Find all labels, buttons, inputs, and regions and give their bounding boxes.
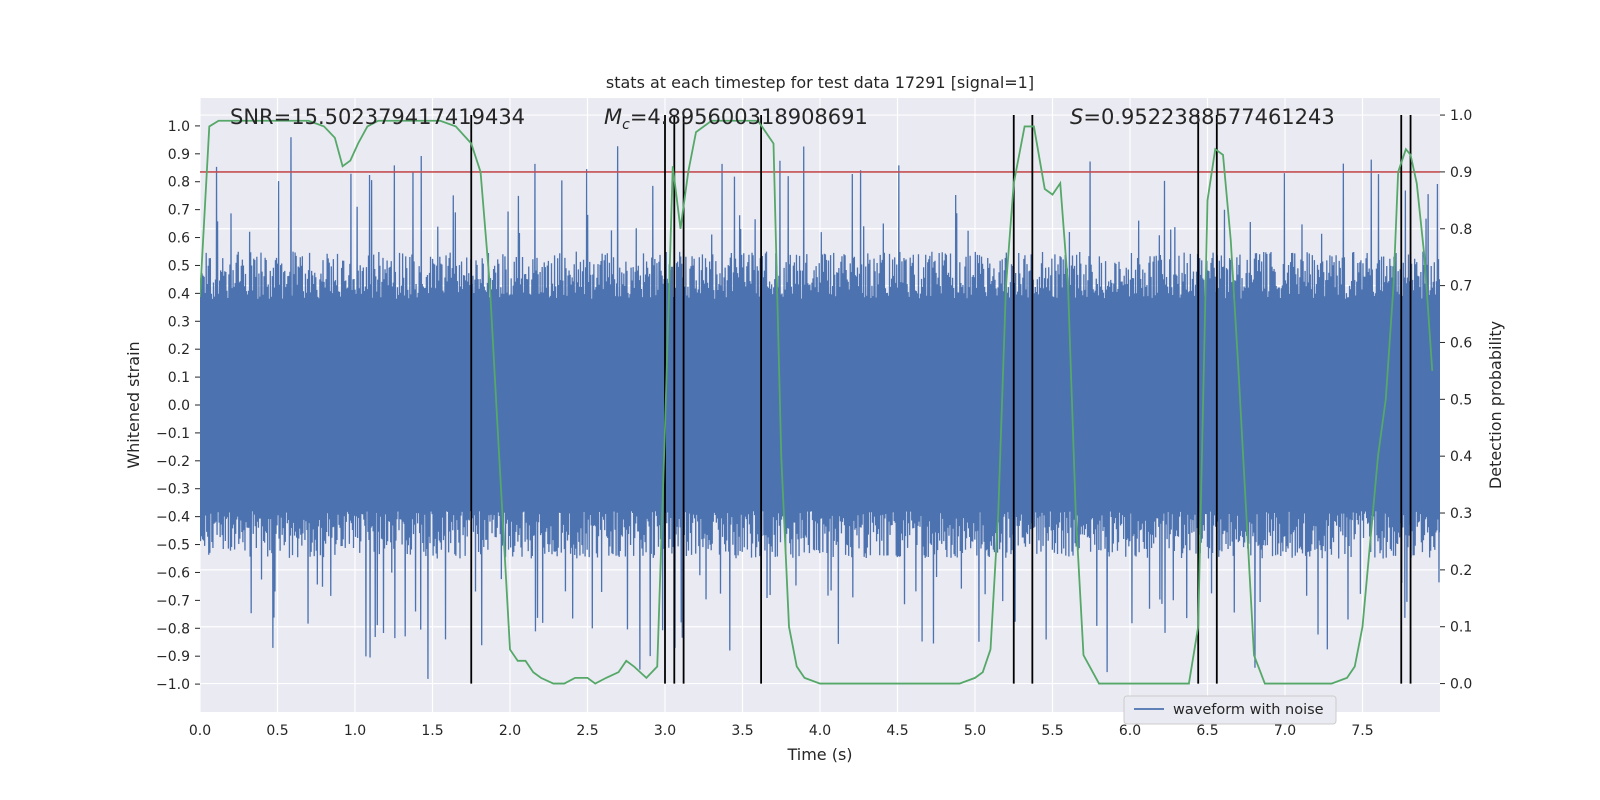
s-annotation: S=0.9522388577461243 bbox=[1070, 105, 1335, 129]
x-tick-label: 6.0 bbox=[1119, 723, 1141, 739]
right-y-tick-label: 0.0 bbox=[1450, 677, 1472, 693]
x-tick-label: 5.5 bbox=[1041, 723, 1063, 739]
left-y-tick-label: −0.8 bbox=[156, 621, 190, 637]
right-y-tick-label: 0.4 bbox=[1450, 449, 1472, 465]
left-y-tick-label: 0.0 bbox=[168, 398, 190, 414]
right-y-tick-label: 0.3 bbox=[1450, 506, 1472, 522]
left-y-tick-label: 0.8 bbox=[168, 175, 190, 191]
x-tick-label: 2.5 bbox=[576, 723, 598, 739]
x-tick-label: 0.0 bbox=[189, 723, 211, 739]
left-y-tick-label: 0.7 bbox=[168, 203, 190, 219]
right-y-axis-ticks: 1.0 0.9 0.8 0.7 0.6 0.5 0.4 0.3 0.2 0.1 0.0 bbox=[1440, 108, 1472, 693]
right-y-tick-label: 0.6 bbox=[1450, 335, 1472, 351]
left-y-tick-label: −0.5 bbox=[156, 538, 190, 554]
left-y-tick-label: 0.9 bbox=[168, 147, 190, 163]
x-axis-label: Time (s) bbox=[786, 745, 852, 764]
chirp-mass-subscript: c bbox=[622, 117, 630, 133]
left-y-tick-label: 1.0 bbox=[168, 119, 190, 135]
probability-series bbox=[200, 119, 1434, 685]
x-tick-label: 7.0 bbox=[1274, 723, 1296, 739]
left-y-axis-ticks: 1.0 0.9 0.8 0.7 0.6 0.5 0.4 0.3 0.2 0.1 0.0 −0.1 −0.… bbox=[156, 119, 200, 693]
left-y-tick-label: −0.3 bbox=[156, 482, 190, 498]
left-y-tick-label: −1.0 bbox=[156, 677, 190, 693]
x-tick-label: 0.5 bbox=[266, 723, 288, 739]
right-y-tick-label: 0.5 bbox=[1450, 392, 1472, 408]
legend-entry-waveform: waveform with noise bbox=[1173, 702, 1324, 718]
waveform-line bbox=[200, 137, 1440, 679]
legend: waveform with noise bbox=[1123, 695, 1337, 725]
left-y-tick-label: 0.6 bbox=[168, 231, 190, 247]
left-y-tick-label: −0.7 bbox=[156, 593, 190, 609]
x-tick-label: 6.5 bbox=[1196, 723, 1218, 739]
left-y-axis-label: Whitened strain bbox=[124, 341, 143, 468]
left-y-tick-label: −0.2 bbox=[156, 454, 190, 470]
left-y-tick-label: 0.3 bbox=[168, 314, 190, 330]
left-y-tick-label: 0.2 bbox=[168, 342, 190, 358]
x-tick-label: 4.0 bbox=[809, 723, 831, 739]
left-y-tick-label: −0.1 bbox=[156, 426, 190, 442]
left-y-tick-label: −0.9 bbox=[156, 649, 190, 665]
s-symbol: S bbox=[1070, 105, 1083, 129]
x-tick-label: 7.5 bbox=[1351, 723, 1373, 739]
snr-annotation: SNR=15.502379417419434 bbox=[230, 105, 525, 129]
left-y-tick-label: −0.6 bbox=[156, 565, 190, 581]
right-y-axis-label: Detection probability bbox=[1486, 321, 1505, 489]
chirp-mass-symbol: M bbox=[604, 105, 622, 129]
chirp-mass-value: =4.895600318908691 bbox=[630, 105, 868, 129]
right-y-tick-label: 0.1 bbox=[1450, 620, 1472, 636]
x-tick-label: 2.0 bbox=[499, 723, 521, 739]
left-y-tick-label: 0.4 bbox=[168, 286, 190, 302]
left-y-tick-label: 0.5 bbox=[168, 258, 190, 274]
x-tick-label: 1.5 bbox=[421, 723, 443, 739]
chart-title: stats at each timestep for test data 172… bbox=[606, 73, 1034, 92]
x-tick-label: 4.5 bbox=[886, 723, 908, 739]
right-y-tick-label: 0.8 bbox=[1450, 222, 1472, 238]
x-tick-label: 1.0 bbox=[344, 723, 366, 739]
x-tick-label: 5.0 bbox=[964, 723, 986, 739]
chirp-mass-annotation: Mc=4.895600318908691 bbox=[604, 105, 868, 133]
x-axis-ticks: 0.0 0.5 1.0 1.5 2.0 2.5 3.0 3.5 4.0 4.5 5.0 5.5 6.0 6… bbox=[189, 723, 1374, 739]
right-y-tick-label: 1.0 bbox=[1450, 108, 1472, 124]
right-y-tick-label: 0.9 bbox=[1450, 165, 1472, 181]
x-tick-label: 3.5 bbox=[731, 723, 753, 739]
s-value: =0.9522388577461243 bbox=[1083, 105, 1334, 129]
right-y-tick-label: 0.7 bbox=[1450, 279, 1472, 295]
probability-line bbox=[200, 119, 1434, 685]
x-tick-label: 3.0 bbox=[654, 723, 676, 739]
waveform-series bbox=[200, 137, 1440, 679]
left-y-tick-label: 0.1 bbox=[168, 370, 190, 386]
left-y-tick-label: −0.4 bbox=[156, 510, 190, 526]
right-y-tick-label: 0.2 bbox=[1450, 563, 1472, 579]
legend-box bbox=[1123, 695, 1337, 725]
